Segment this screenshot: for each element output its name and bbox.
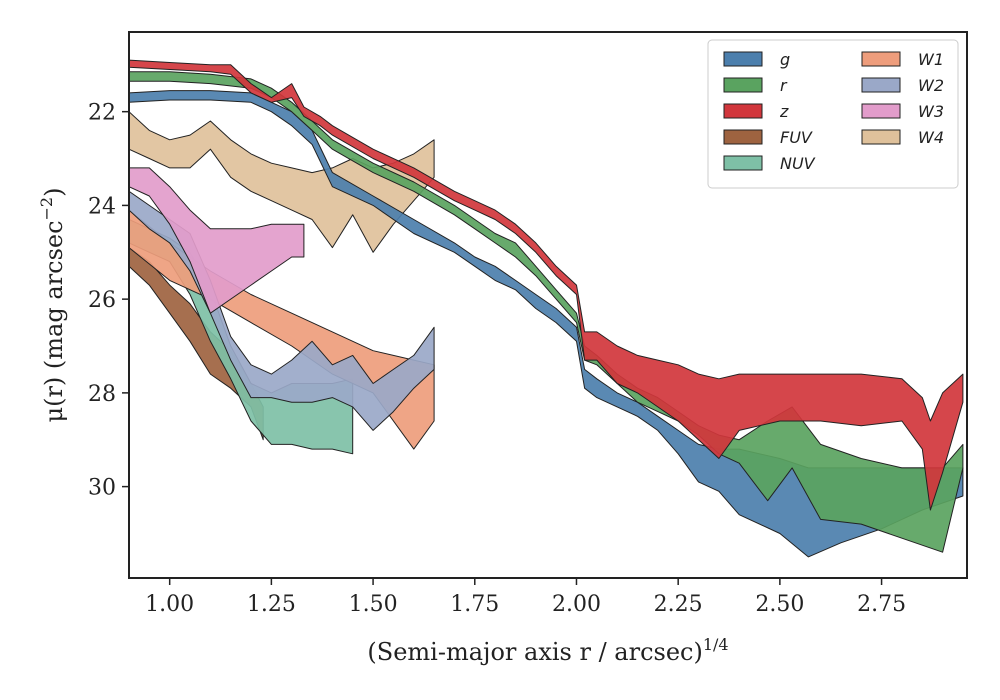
band-r xyxy=(129,71,964,553)
legend-label-z: z xyxy=(779,102,789,121)
x-tick-label: 2.25 xyxy=(654,592,703,617)
x-tick-label: 2.75 xyxy=(857,592,906,617)
legend-label-w1: W1 xyxy=(918,50,944,69)
band-fuv xyxy=(129,247,264,441)
band-z xyxy=(129,59,964,511)
legend-label-w4: W4 xyxy=(918,128,944,147)
x-axis-label: (Semi-major axis r / arcsec)1/4 xyxy=(367,635,728,666)
y-tick-label: 22 xyxy=(88,101,116,126)
x-axis-ticks: 1.00 1.25 1.50 1.75 2.00 2.25 2.50 2.75 xyxy=(145,578,906,617)
legend-swatch-w3 xyxy=(861,103,901,119)
legend: grz FUV NUV W1 W2 W3 W4 xyxy=(707,39,959,189)
legend-swatch-w1 xyxy=(861,51,901,67)
y-tick-label: 24 xyxy=(88,194,116,219)
legend-swatch-w4 xyxy=(861,129,901,145)
legend-box xyxy=(707,39,959,189)
x-tick-label: 1.50 xyxy=(349,592,398,617)
legend-label-w3: W3 xyxy=(918,102,944,121)
band-w4 xyxy=(129,111,435,253)
legend-label-nuv: NUV xyxy=(780,154,816,173)
x-tick-label: 1.25 xyxy=(247,592,296,617)
legend-swatch-fuv xyxy=(723,129,763,145)
legend-swatch-w2 xyxy=(861,77,901,93)
x-tick-label: 2.00 xyxy=(552,592,601,617)
y-tick-label: 26 xyxy=(88,288,116,313)
band-layer xyxy=(129,59,964,558)
legend-swatch-nuv xyxy=(723,155,763,171)
plot-frame xyxy=(128,31,968,579)
y-axis-ticks: 22 24 26 28 30 xyxy=(88,101,129,501)
y-axis-label: μ(r) (mag arcsec−2) xyxy=(37,188,68,423)
legend-swatch-g xyxy=(723,51,763,67)
legend-label-w2: W2 xyxy=(918,76,944,95)
x-tick-label: 1.00 xyxy=(145,592,194,617)
legend-swatch-z xyxy=(723,103,763,119)
band-w2 xyxy=(129,190,435,431)
legend-label-r: r xyxy=(780,76,788,95)
band-w3 xyxy=(129,167,305,314)
legend-swatch-r xyxy=(723,77,763,93)
legend-label-fuv: FUV xyxy=(780,128,813,147)
legend-label-g: g xyxy=(780,50,790,69)
x-tick-label: 2.50 xyxy=(755,592,804,617)
x-tick-label: 1.75 xyxy=(450,592,499,617)
y-tick-label: 30 xyxy=(88,476,116,501)
y-tick-label: 28 xyxy=(88,382,116,407)
